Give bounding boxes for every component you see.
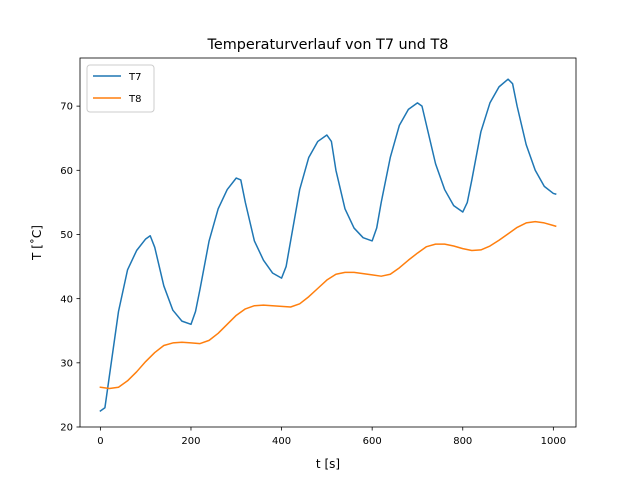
series-line-t8 — [99, 220, 557, 390]
y-axis-label: T [˚C] — [29, 225, 44, 261]
legend: T7 T8 — [86, 64, 155, 113]
y-tick-label: 30 — [60, 358, 73, 369]
legend-label-t7: T7 — [128, 72, 141, 83]
plot-frame — [79, 57, 577, 428]
x-tick-label: 400 — [272, 436, 291, 447]
x-tick-label: 0 — [97, 436, 103, 447]
x-tick-label: 200 — [181, 436, 200, 447]
ticks-layer: 0 200 400 600 800 1000 20 30 40 50 60 70 — [60, 102, 566, 447]
legend-box — [86, 64, 155, 113]
x-tick-label: 800 — [453, 436, 472, 447]
legend-label-t8: T8 — [128, 94, 141, 105]
x-axis-label: t [s] — [316, 457, 340, 471]
y-tick-label: 50 — [60, 230, 73, 241]
y-tick-label: 70 — [60, 102, 73, 113]
x-tick-label: 1000 — [541, 436, 566, 447]
x-tick-label: 600 — [363, 436, 382, 447]
y-tick-label: 20 — [60, 423, 73, 434]
y-tick-label: 40 — [60, 294, 73, 305]
series-layer — [99, 78, 557, 413]
y-tick-label: 60 — [60, 166, 73, 177]
chart-title: Temperaturverlauf von T7 und T8 — [207, 37, 449, 53]
series-line-t7 — [99, 78, 557, 413]
